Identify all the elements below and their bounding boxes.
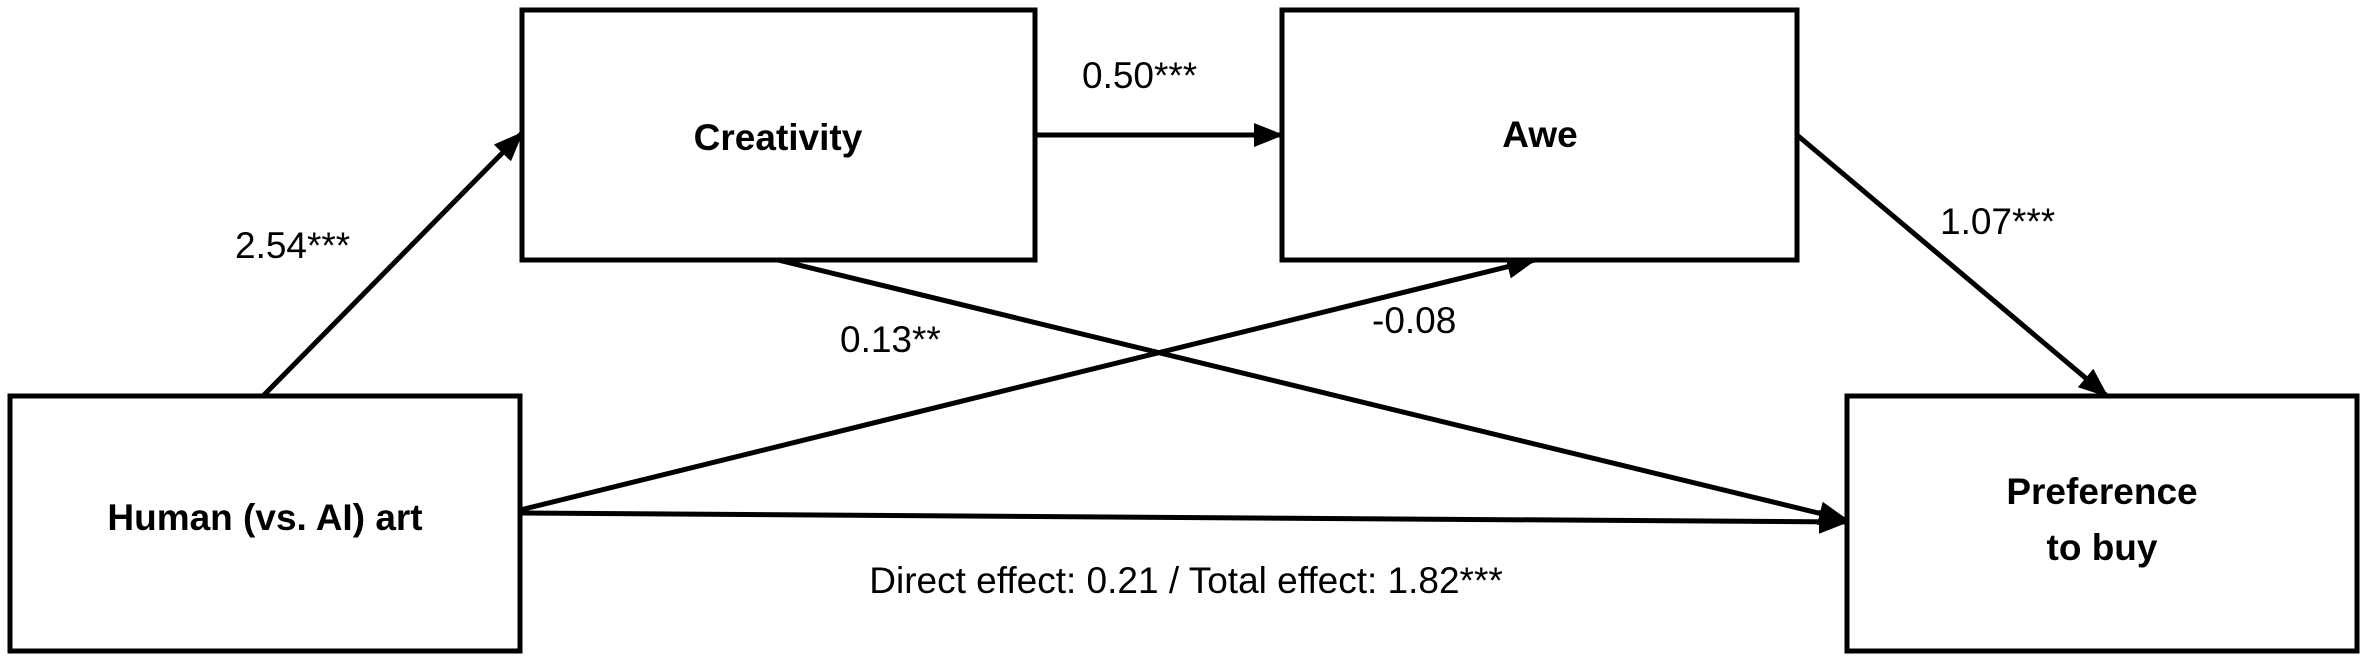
node-human-art-label: Human (vs. AI) art: [107, 497, 422, 538]
node-creativity: Creativity: [519, 7, 1038, 263]
node-creativity-label: Creativity: [694, 117, 863, 158]
coef-direct-total-effect: Direct effect: 0.21 / Total effect: 1.82…: [869, 560, 1503, 601]
arrow-creativity-to-preference: [777, 257, 1849, 526]
node-awe: Awe: [1279, 7, 1800, 263]
node-preference-label-line1: Preference: [2006, 471, 2197, 512]
arrow-human-to-creativity: [261, 131, 524, 398]
node-awe-label: Awe: [1502, 114, 1577, 155]
node-human-art: Human (vs. AI) art: [7, 393, 523, 654]
coef-human-to-awe: -0.08: [1372, 300, 1456, 341]
coef-creativity-to-preference: 0.13**: [840, 319, 941, 360]
coef-creativity-to-awe: 0.50***: [1082, 55, 1197, 96]
arrow-human-to-preference: [519, 509, 1849, 534]
coef-awe-to-preference: 1.07***: [1940, 201, 2055, 242]
arrow-human-to-awe: [519, 255, 1537, 513]
node-preference-label-line2: to buy: [2047, 527, 2158, 568]
arrow-awe-to-preference: [1795, 133, 2109, 398]
node-preference: Preference to buy: [1844, 393, 2360, 654]
coef-human-to-creativity: 2.54***: [235, 225, 350, 266]
